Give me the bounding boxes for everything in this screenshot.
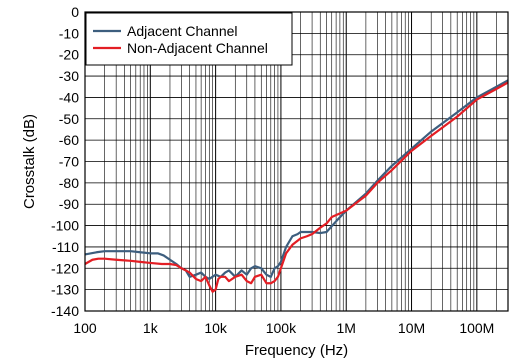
series-group — [84, 79, 509, 293]
y-tick-labels: 0 -10 -20 -30 -40 -50 -60 -70 -80 -90 -100 -110 -120… — [51, 4, 79, 319]
y-tick-label: -60 — [59, 132, 79, 148]
x-tick-label: 100M — [459, 320, 494, 336]
x-tick-label: 10M — [398, 320, 425, 336]
y-tick-label: -70 — [59, 154, 79, 170]
y-tick-label: -10 — [59, 25, 79, 41]
x-axis-title: Frequency (Hz) — [245, 342, 348, 359]
legend-box — [85, 12, 293, 66]
y-tick-label: -100 — [51, 218, 79, 234]
x-tick-labels: 100 1k 10k 100k 1M 10M 100M — [73, 320, 494, 336]
y-tick-label: -130 — [51, 282, 79, 298]
legend-label-adjacent: Adjacent Channel — [127, 23, 238, 39]
plot-frame — [84, 11, 509, 312]
y-tick-label: -110 — [52, 239, 79, 255]
y-tick-label: -140 — [51, 303, 79, 319]
y-tick-label: -80 — [59, 175, 79, 191]
y-tick-label: 0 — [71, 4, 79, 20]
y-tick-label: -90 — [59, 196, 79, 212]
series-line-non-adjacent — [84, 81, 509, 293]
x-tick-label: 1M — [337, 320, 356, 336]
x-tick-label: 10k — [204, 320, 228, 336]
y-tick-label: -120 — [51, 260, 79, 276]
y-tick-label: -30 — [59, 68, 79, 84]
legend-label-non-adjacent: Non-Adjacent Channel — [127, 40, 268, 56]
y-axis-title: Crosstalk (dB) — [21, 114, 38, 209]
series-line-adjacent — [84, 79, 509, 281]
y-tick-label: -40 — [59, 89, 79, 105]
grid — [84, 11, 509, 312]
y-tick-label: -50 — [59, 111, 79, 127]
x-tick-label: 100k — [266, 320, 297, 336]
y-tick-label: -20 — [59, 47, 79, 63]
x-tick-label: 1k — [143, 320, 159, 336]
legend: Adjacent Channel Non-Adjacent Channel — [85, 12, 293, 66]
x-tick-label: 100 — [73, 320, 97, 336]
